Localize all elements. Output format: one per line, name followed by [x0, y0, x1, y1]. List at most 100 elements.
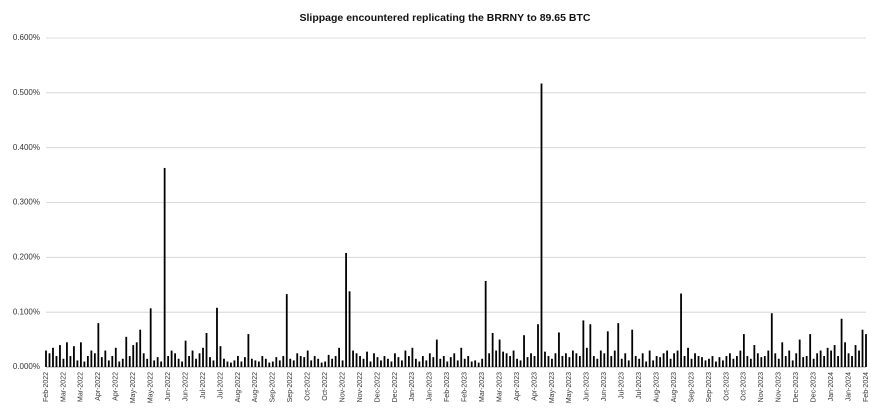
x-tick-label: May-2022	[130, 372, 137, 403]
bar	[673, 353, 675, 367]
bar	[73, 346, 75, 367]
bar	[177, 358, 180, 367]
bar	[694, 353, 696, 367]
bar	[153, 360, 156, 367]
x-tick-label: Nov-2023	[776, 372, 783, 402]
bar	[558, 332, 560, 367]
bar	[184, 340, 187, 367]
bar	[139, 329, 142, 367]
bar	[407, 356, 410, 367]
bar	[516, 358, 518, 367]
bar	[223, 358, 225, 367]
bar	[561, 356, 564, 367]
x-tick-label: Sep-2023	[688, 372, 695, 402]
bar	[390, 361, 393, 367]
x-tick-label: Jun-2022	[182, 372, 189, 401]
x-tick-label: Dec-2023	[811, 372, 818, 402]
bar	[345, 252, 347, 367]
bar	[474, 360, 477, 367]
x-tick-label: Nov-2022	[339, 372, 346, 402]
bar	[802, 357, 805, 367]
bar	[585, 347, 588, 367]
x-tick-label: May-2023	[549, 372, 556, 403]
bar	[690, 358, 693, 367]
bar	[198, 353, 201, 367]
x-tick-label: Nov-2023	[758, 372, 765, 402]
bar	[648, 350, 651, 367]
x-tick-label: Oct-2022	[322, 372, 329, 401]
bar	[146, 358, 149, 367]
bar	[617, 323, 620, 367]
bar	[219, 346, 222, 367]
bar	[299, 356, 302, 367]
bar	[718, 357, 721, 367]
bar	[784, 356, 787, 367]
bar	[777, 358, 780, 367]
bar	[188, 356, 190, 367]
bar	[128, 356, 131, 367]
bar	[261, 356, 264, 367]
bar	[620, 358, 623, 367]
bar	[659, 357, 662, 367]
chart-title: Slippage encountered replicating the BRR…	[300, 12, 591, 24]
bar	[76, 360, 79, 367]
bar	[205, 333, 208, 367]
bar	[338, 347, 341, 367]
bar	[320, 362, 323, 367]
x-tick-label: Jan-2023	[427, 372, 434, 401]
bar	[589, 324, 592, 367]
bar	[526, 357, 529, 367]
bar	[697, 356, 700, 367]
x-tick-label: Jun-2023	[584, 372, 591, 401]
x-tick-label: Dec-2022	[392, 372, 399, 402]
bar	[327, 354, 330, 367]
bar	[544, 351, 546, 367]
x-tick-label: Jul-2023	[619, 372, 626, 399]
x-tick-label: Feb-2023	[444, 372, 451, 402]
bar	[52, 347, 54, 367]
bar	[191, 350, 194, 367]
bar	[725, 356, 728, 367]
bar	[97, 323, 100, 367]
bar	[638, 358, 641, 367]
bar	[181, 361, 183, 367]
bar	[826, 347, 829, 367]
bar	[791, 360, 794, 367]
y-tick-label: 0.200%	[13, 252, 40, 261]
bar	[230, 362, 232, 367]
bar	[739, 350, 742, 367]
bar	[495, 350, 498, 367]
bar	[729, 353, 731, 367]
bar	[86, 356, 89, 367]
bar	[512, 350, 515, 367]
bar	[610, 356, 613, 367]
bar	[655, 356, 658, 367]
x-tick-label: May-2023	[566, 372, 573, 403]
bar	[348, 291, 351, 367]
bar	[763, 356, 766, 367]
bar	[271, 361, 274, 367]
bar	[837, 356, 839, 367]
bar	[523, 335, 525, 367]
bar	[701, 357, 703, 367]
bar	[394, 353, 396, 367]
bar	[798, 339, 801, 367]
bar	[446, 361, 449, 367]
x-tick-label: Feb-2022	[43, 372, 50, 402]
bar	[732, 358, 735, 367]
bar	[781, 342, 784, 367]
bar	[582, 320, 585, 367]
bar	[505, 353, 508, 367]
bar	[369, 361, 372, 367]
bar	[795, 353, 798, 367]
bar	[414, 358, 417, 367]
bar	[296, 353, 299, 367]
bar	[749, 358, 752, 367]
bar	[135, 342, 138, 367]
bar	[114, 347, 117, 367]
bar	[715, 361, 717, 367]
bar	[107, 360, 110, 367]
bar	[460, 347, 463, 367]
bar	[156, 357, 159, 367]
bar	[488, 353, 491, 367]
